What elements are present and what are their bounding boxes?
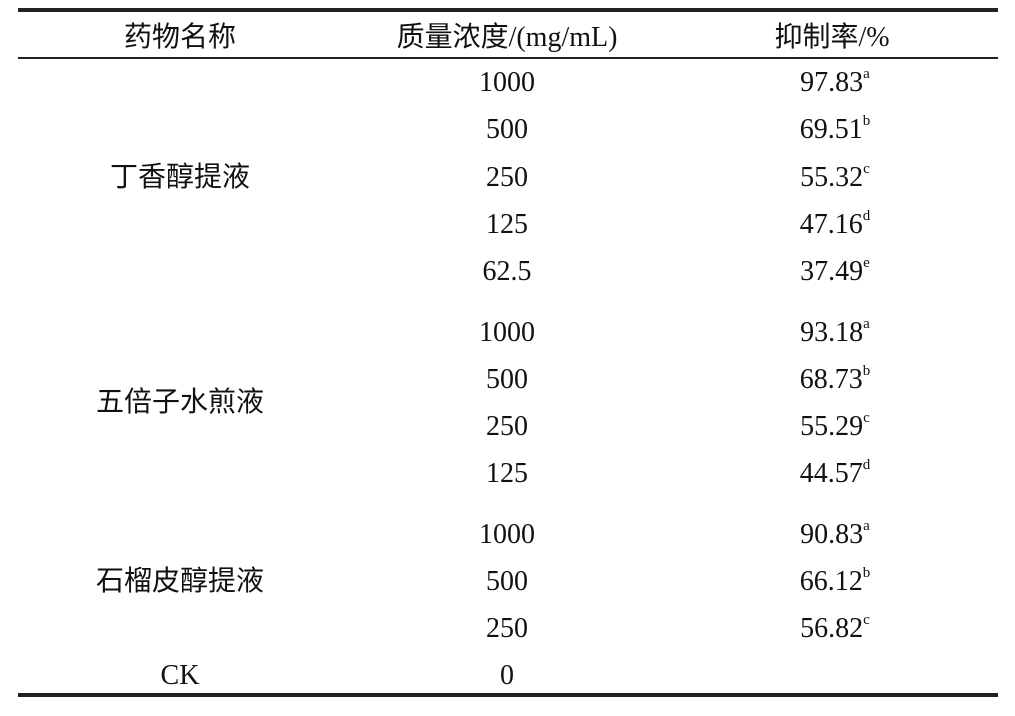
concentration-cell: 1000	[479, 518, 535, 550]
header-cell: 药物名称	[123, 22, 237, 53]
significance-letter: a	[863, 315, 870, 332]
significance-letter: a	[863, 517, 870, 534]
concentration-cell: 1000	[479, 67, 535, 98]
concentration-cell: 0	[500, 659, 514, 691]
significance-letter: d	[862, 207, 871, 224]
drug-name-cell: CK	[160, 659, 200, 691]
concentration-cell: 1000	[479, 316, 535, 348]
concentration-cell: 125	[486, 458, 528, 490]
rate-value: 55.32	[800, 161, 864, 193]
significance-letter: c	[863, 612, 870, 629]
header-rule	[18, 57, 998, 59]
bottom-rule	[18, 693, 998, 697]
concentration-cell: 250	[486, 411, 528, 443]
rate-value: 37.49	[800, 256, 864, 288]
significance-letter: b	[862, 362, 871, 379]
rate-value: 90.83	[800, 518, 864, 550]
concentration-cell: 125	[486, 208, 528, 240]
significance-letter: c	[863, 160, 870, 177]
rate-cell: 37.49e	[800, 256, 870, 288]
rate-cell: 90.83a	[800, 517, 870, 551]
drug-name-cell: 石榴皮醇提液	[95, 566, 265, 597]
concentration-cell: 500	[486, 566, 528, 597]
significance-letter: a	[863, 66, 870, 82]
rate-value: 55.29	[800, 411, 864, 443]
rate-value: 68.73	[799, 363, 863, 395]
rate-value: 56.82	[800, 613, 864, 645]
rate-cell: 93.18a	[800, 315, 870, 349]
concentration-cell: 250	[486, 161, 528, 193]
rate-cell: 47.16d	[799, 207, 871, 241]
concentration-cell: 500	[486, 363, 528, 395]
drug-name-cell: 丁香醇提液	[109, 161, 251, 193]
drug-name-cell: 五倍子水煎液	[95, 387, 265, 419]
rate-cell: 69.51b	[800, 114, 871, 146]
rate-cell: 66.12b	[800, 566, 871, 598]
rate-value: 47.16	[799, 208, 863, 240]
significance-letter: c	[863, 410, 870, 427]
rate-value: 69.51	[799, 114, 863, 146]
header-cell: 质量浓度/(mg/mL)	[396, 22, 618, 53]
rate-value: 93.18	[800, 316, 864, 348]
significance-letter: b	[862, 113, 871, 130]
rate-value: 66.12	[799, 566, 863, 597]
rate-cell: 97.83a	[800, 67, 870, 99]
concentration-cell: 500	[486, 114, 528, 146]
rate-cell: 68.73b	[799, 362, 871, 396]
rate-cell: 55.29c	[800, 411, 870, 443]
rate-value: 44.57	[799, 458, 863, 490]
concentration-cell: 250	[486, 613, 528, 645]
concentration-cell: 62.5	[482, 256, 532, 288]
rate-cell: 55.32c	[800, 160, 870, 194]
rate-value: 97.83	[800, 67, 864, 98]
rate-cell: 44.57d	[800, 458, 871, 490]
rate-cell: 56.82c	[800, 613, 870, 645]
top-rule	[18, 8, 998, 12]
header-cell: 抑制率/%	[774, 22, 890, 53]
significance-letter: b	[862, 565, 871, 581]
significance-letter: d	[862, 457, 871, 474]
significance-letter: e	[863, 255, 870, 272]
